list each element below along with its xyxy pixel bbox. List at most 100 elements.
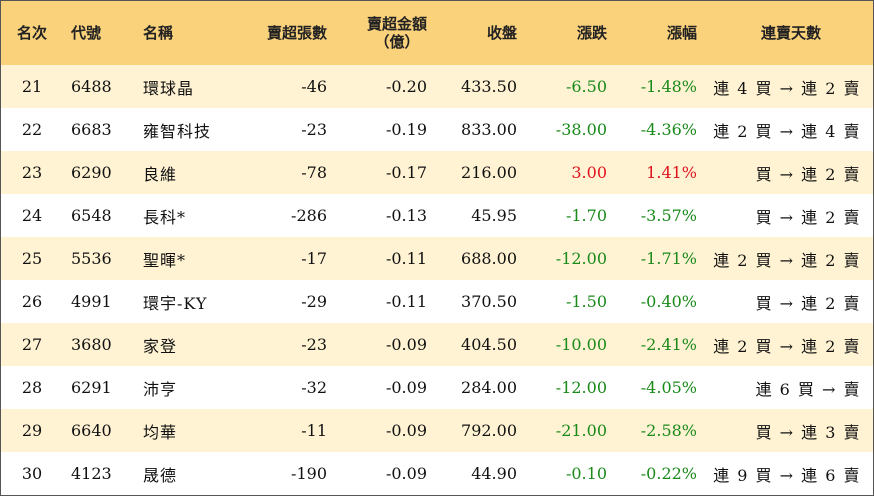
table-row: 25 5536 聖暉* -17 -0.11 688.00 -12.00 -1.71% 連 2 買… — [1, 237, 873, 280]
code-cell: 6683 — [71, 120, 112, 139]
code-cell: 3680 — [71, 335, 112, 354]
rank-cell: 28 — [21, 378, 43, 397]
streak-cell: 連 2 買 → 連 2 賣 — [713, 250, 861, 270]
change-pct-cell: 1.41% — [646, 163, 697, 182]
code-cell: 4123 — [71, 464, 112, 483]
name-cell: 環球晶 — [143, 78, 195, 98]
header-row: 名次 代號 名稱 賣超張數 賣超金額 （億） 收盤 漲跌 漲幅 連賣天數 — [1, 1, 873, 65]
sell-amount-cell: -0.11 — [385, 249, 427, 268]
close-cell: 45.95 — [471, 206, 517, 225]
change-pct-cell: -0.40% — [640, 292, 697, 311]
change-cell: -6.50 — [565, 77, 607, 96]
streak-cell: 買 → 連 2 賣 — [755, 164, 861, 184]
table-row: 28 6291 沛亨 -32 -0.09 284.00 -12.00 -4.05% 連 6 買 … — [1, 366, 873, 409]
name-cell: 沛亨 — [143, 379, 178, 399]
header-rank: 名次 — [16, 24, 47, 42]
change-pct-cell: -1.71% — [640, 249, 697, 268]
header-change: 漲跌 — [576, 24, 607, 42]
rank-cell: 23 — [21, 163, 43, 182]
code-cell: 6640 — [71, 421, 112, 440]
sell-lots-cell: -286 — [291, 206, 327, 225]
table-row: 27 3680 家登 -23 -0.09 404.50 -10.00 -2.41% 連 2 買 … — [1, 323, 873, 366]
sell-lots-cell: -190 — [291, 464, 327, 483]
sell-amount-cell: -0.20 — [385, 77, 427, 96]
change-pct-cell: -1.48% — [640, 77, 697, 96]
streak-cell: 連 2 買 → 連 2 賣 — [713, 336, 861, 356]
rank-cell: 21 — [21, 77, 43, 96]
rank-cell: 24 — [21, 206, 43, 225]
change-pct-cell: -4.05% — [640, 378, 697, 397]
change-pct-cell: -2.41% — [640, 335, 697, 354]
rank-cell: 26 — [21, 292, 43, 311]
header-code: 代號 — [71, 24, 102, 42]
change-cell: -12.00 — [555, 378, 607, 397]
sell-lots-cell: -78 — [301, 163, 327, 182]
table-row: 26 4991 環宇-KY -29 -0.11 370.50 -1.50 -0.40% 買 → … — [1, 280, 873, 323]
sell-lots-cell: -23 — [301, 335, 327, 354]
header-sell-lots: 賣超張數 — [266, 24, 327, 42]
code-cell: 6488 — [71, 77, 112, 96]
close-cell: 44.90 — [471, 464, 517, 483]
rank-cell: 27 — [21, 335, 43, 354]
rank-cell: 29 — [21, 421, 43, 440]
change-pct-cell: -0.22% — [640, 464, 697, 483]
close-cell: 370.50 — [461, 292, 517, 311]
name-cell: 晟德 — [143, 465, 178, 485]
table-body: 21 6488 環球晶 -46 -0.20 433.50 -6.50 -1.48% 連 4 買 … — [1, 65, 873, 495]
streak-cell: 連 6 買 → 賣 — [755, 379, 861, 399]
table-row: 30 4123 晟德 -190 -0.09 44.90 -0.10 -0.22% 連 9 買 →… — [1, 452, 873, 495]
name-cell: 良維 — [143, 164, 178, 184]
name-cell: 環宇-KY — [143, 293, 208, 313]
sell-lots-cell: -32 — [301, 378, 327, 397]
sell-amount-cell: -0.13 — [385, 206, 427, 225]
header-close: 收盤 — [486, 24, 517, 42]
table-header: 名次 代號 名稱 賣超張數 賣超金額 （億） 收盤 漲跌 漲幅 連賣天數 — [1, 1, 873, 65]
table-row: 22 6683 雍智科技 -23 -0.19 833.00 -38.00 -4.36% 連 2 … — [1, 108, 873, 151]
sell-amount-cell: -0.17 — [385, 163, 427, 182]
rank-cell: 22 — [21, 120, 43, 139]
name-cell: 雍智科技 — [143, 121, 212, 141]
close-cell: 433.50 — [461, 77, 517, 96]
streak-cell: 連 2 買 → 連 4 賣 — [713, 121, 861, 141]
sell-amount-cell: -0.11 — [385, 292, 427, 311]
name-cell: 聖暉* — [143, 250, 187, 270]
change-cell: -1.70 — [565, 206, 607, 225]
table-row: 23 6290 良維 -78 -0.17 216.00 3.00 1.41% 買 → 連 2 賣 — [1, 151, 873, 194]
sell-lots-cell: -46 — [301, 77, 327, 96]
change-cell: 3.00 — [571, 163, 607, 182]
sell-amount-cell: -0.09 — [385, 421, 427, 440]
close-cell: 833.00 — [461, 120, 517, 139]
header-sell-amount: 賣超金額 （億） — [327, 1, 427, 65]
header-change-pct: 漲幅 — [666, 24, 697, 42]
header-streak: 連賣天數 — [760, 24, 821, 42]
code-cell: 6548 — [71, 206, 112, 225]
sell-lots-cell: -11 — [301, 421, 327, 440]
change-pct-cell: -2.58% — [640, 421, 697, 440]
sell-amount-cell: -0.09 — [385, 378, 427, 397]
change-pct-cell: -3.57% — [640, 206, 697, 225]
sell-amount-cell: -0.09 — [385, 464, 427, 483]
close-cell: 284.00 — [461, 378, 517, 397]
table-row: 29 6640 均華 -11 -0.09 792.00 -21.00 -2.58% 買 → 連 … — [1, 409, 873, 452]
streak-cell: 連 9 買 → 連 6 賣 — [713, 465, 861, 485]
sell-amount-cell: -0.19 — [385, 120, 427, 139]
sell-lots-cell: -23 — [301, 120, 327, 139]
change-cell: -1.50 — [565, 292, 607, 311]
sell-lots-cell: -17 — [301, 249, 327, 268]
close-cell: 404.50 — [461, 335, 517, 354]
streak-cell: 買 → 連 2 賣 — [755, 293, 861, 313]
streak-cell: 買 → 連 3 賣 — [755, 422, 861, 442]
header-sell-amount-label: 賣超金額 — [367, 15, 428, 33]
change-cell: -12.00 — [555, 249, 607, 268]
change-cell: -21.00 — [555, 421, 607, 440]
rank-cell: 25 — [21, 249, 43, 268]
close-cell: 792.00 — [461, 421, 517, 440]
name-cell: 均華 — [143, 422, 178, 442]
change-cell: -38.00 — [555, 120, 607, 139]
code-cell: 6291 — [71, 378, 112, 397]
header-name: 名稱 — [143, 24, 174, 42]
code-cell: 5536 — [71, 249, 112, 268]
table-row: 21 6488 環球晶 -46 -0.20 433.50 -6.50 -1.48% 連 4 買 … — [1, 65, 873, 108]
